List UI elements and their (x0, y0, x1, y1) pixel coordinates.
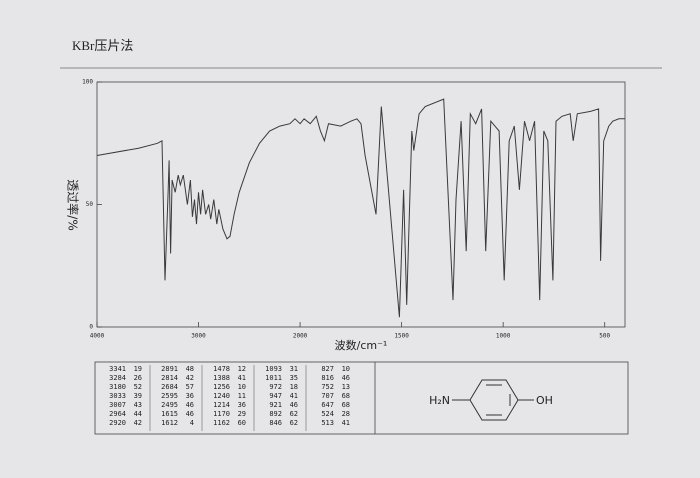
peak-wavenumber: 2684 (161, 383, 178, 391)
peak-wavenumber: 647 (321, 401, 334, 409)
y-axis-label: 透过率/% (66, 179, 81, 230)
peak-wavenumber: 2920 (109, 419, 126, 427)
peak-wavenumber: 2891 (161, 365, 178, 373)
peak-transmittance: 42 (186, 374, 194, 382)
peak-wavenumber: 1478 (213, 365, 230, 373)
peak-wavenumber: 1388 (213, 374, 230, 382)
spectrum-line (96, 98, 625, 318)
peak-transmittance: 36 (238, 401, 246, 409)
peak-wavenumber: 846 (269, 419, 282, 427)
peak-transmittance: 57 (186, 383, 194, 391)
peak-transmittance: 68 (342, 392, 350, 400)
y-tick-label: 50 (86, 201, 94, 208)
peak-wavenumber: 2814 (161, 374, 178, 382)
peak-transmittance: 12 (238, 365, 246, 373)
x-tick-label: 1000 (496, 333, 511, 340)
peak-wavenumber: 816 (321, 374, 334, 382)
peak-transmittance: 68 (342, 401, 350, 409)
peak-transmittance: 46 (186, 410, 194, 418)
peak-wavenumber: 921 (269, 401, 282, 409)
peak-wavenumber: 3180 (109, 383, 126, 391)
peak-transmittance: 62 (290, 419, 298, 427)
peak-transmittance: 60 (238, 419, 246, 427)
peak-wavenumber: 947 (269, 392, 282, 400)
peak-transmittance: 19 (134, 365, 142, 373)
peak-transmittance: 10 (238, 383, 246, 391)
chart-title: KBr压片法 (72, 38, 133, 53)
table-frame (94, 361, 629, 435)
peak-wavenumber: 2595 (161, 392, 178, 400)
peak-wavenumber: 2495 (161, 401, 178, 409)
peak-transmittance: 42 (134, 419, 142, 427)
peak-wavenumber: 1615 (161, 410, 178, 418)
y-tick-label: 0 (89, 324, 93, 331)
x-tick-label: 500 (599, 333, 610, 340)
peak-transmittance: 46 (342, 374, 350, 382)
group-label: H₂N (429, 394, 450, 407)
x-tick-label: 1500 (394, 333, 409, 340)
peak-transmittance: 11 (238, 392, 246, 400)
x-tick-label: 4000 (90, 333, 105, 340)
x-tick-label: 2000 (293, 333, 308, 340)
peak-wavenumber: 827 (321, 365, 334, 373)
peak-wavenumber: 1214 (213, 401, 230, 409)
peak-wavenumber: 1240 (213, 392, 230, 400)
peak-transmittance: 26 (134, 374, 142, 382)
peak-transmittance: 48 (186, 365, 194, 373)
peak-transmittance: 41 (290, 392, 298, 400)
peak-transmittance: 41 (238, 374, 246, 382)
peak-transmittance: 31 (290, 365, 298, 373)
peak-wavenumber: 524 (321, 410, 334, 418)
peak-transmittance: 35 (290, 374, 298, 382)
peak-wavenumber: 1612 (161, 419, 178, 427)
peak-wavenumber: 3033 (109, 392, 126, 400)
peak-transmittance: 18 (290, 383, 298, 391)
peak-wavenumber: 513 (321, 419, 334, 427)
group-label: OH (536, 394, 553, 407)
peak-transmittance: 13 (342, 383, 350, 391)
structure (452, 379, 534, 421)
peak-wavenumber: 892 (269, 410, 282, 418)
peak-wavenumber: 752 (321, 383, 334, 391)
peak-transmittance: 52 (134, 383, 142, 391)
peak-wavenumber: 707 (321, 392, 334, 400)
peak-transmittance: 46 (290, 401, 298, 409)
peak-transmittance: 29 (238, 410, 246, 418)
peak-wavenumber: 972 (269, 383, 282, 391)
peak-transmittance: 41 (342, 419, 350, 427)
peak-transmittance: 36 (186, 392, 194, 400)
peak-transmittance: 46 (186, 401, 194, 409)
peak-transmittance: 10 (342, 365, 350, 373)
peak-transmittance: 62 (290, 410, 298, 418)
peak-wavenumber: 1011 (265, 374, 282, 382)
peak-transmittance: 28 (342, 410, 350, 418)
peak-wavenumber: 2964 (109, 410, 126, 418)
x-tick-label: 3000 (191, 333, 206, 340)
x-axis-label: 波数/cm⁻¹ (335, 339, 388, 352)
peak-wavenumber: 1170 (213, 410, 230, 418)
peak-wavenumber: 1093 (265, 365, 282, 373)
peak-wavenumber: 3341 (109, 365, 126, 373)
peak-transmittance: 4 (190, 419, 194, 427)
peak-transmittance: 44 (134, 410, 142, 418)
y-tick-label: 100 (82, 79, 93, 86)
peak-wavenumber: 3007 (109, 401, 126, 409)
peak-transmittance: 43 (134, 401, 142, 409)
peak-transmittance: 39 (134, 392, 142, 400)
peak-wavenumber: 3284 (109, 374, 126, 382)
peak-wavenumber: 1162 (213, 419, 230, 427)
peak-wavenumber: 1256 (213, 383, 230, 391)
